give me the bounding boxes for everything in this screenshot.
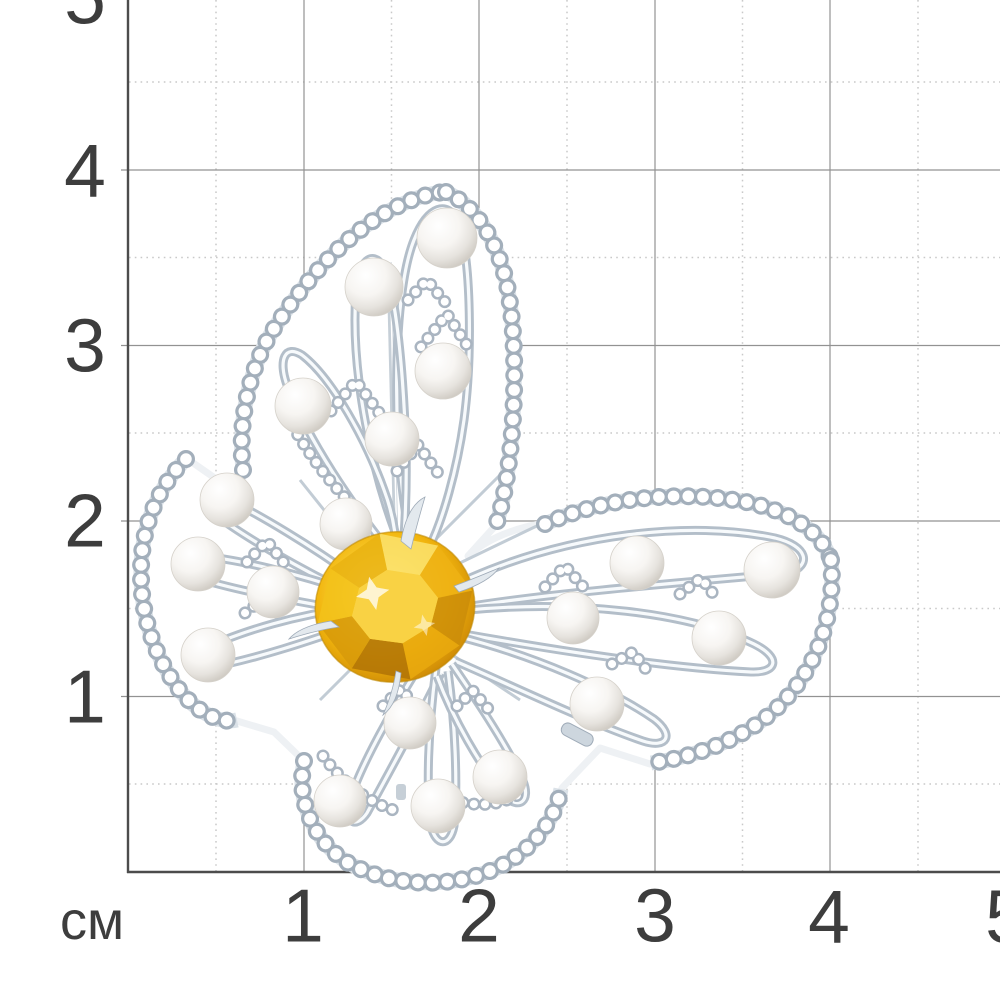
y-axis-label-5: 5 — [64, 0, 106, 36]
brooch-pearls — [170, 207, 801, 834]
pearl — [472, 749, 528, 805]
gem-sparkle — [413, 614, 436, 637]
pearl — [414, 342, 472, 400]
pearl — [344, 257, 404, 317]
center-gemstone — [314, 531, 476, 683]
pearl — [383, 696, 437, 750]
pearl — [246, 565, 300, 619]
pearl — [691, 610, 747, 666]
unit-label: см — [59, 891, 125, 951]
y-axis-label-2: 2 — [64, 478, 106, 563]
pearl — [546, 591, 600, 645]
brooch-clasp — [396, 722, 594, 800]
y-axis-label-4: 4 — [64, 128, 106, 213]
x-axis-label-1: 1 — [282, 873, 324, 958]
pearl — [416, 207, 478, 269]
pearl — [609, 535, 665, 591]
gem-prongs — [287, 496, 501, 717]
x-axis-label-4: 4 — [808, 874, 850, 959]
top-wing-pave — [232, 183, 524, 531]
pearl — [364, 411, 420, 467]
x-axis-label-2: 2 — [458, 873, 500, 958]
pearl — [410, 778, 466, 834]
right-wing-loops — [453, 525, 808, 748]
y-axis-label-1: 1 — [64, 654, 106, 739]
pearl — [313, 774, 367, 828]
pearl — [180, 627, 236, 683]
pearl — [743, 541, 801, 599]
brooch-pave-bands — [131, 183, 841, 892]
bottom-wing-pave — [293, 752, 570, 892]
left-wing-pave — [131, 450, 246, 730]
right-wing-pave — [536, 487, 841, 772]
pearl — [569, 676, 625, 732]
pearl — [199, 472, 255, 528]
pearl — [274, 377, 332, 435]
pearl — [170, 536, 226, 592]
x-axis-label-5: 5 — [985, 879, 1000, 955]
y-axis-label-3: 3 — [64, 303, 106, 388]
gem-sparkle — [356, 576, 390, 610]
ruler-axes — [126, 0, 1000, 874]
x-axis-label-3: 3 — [634, 873, 676, 958]
